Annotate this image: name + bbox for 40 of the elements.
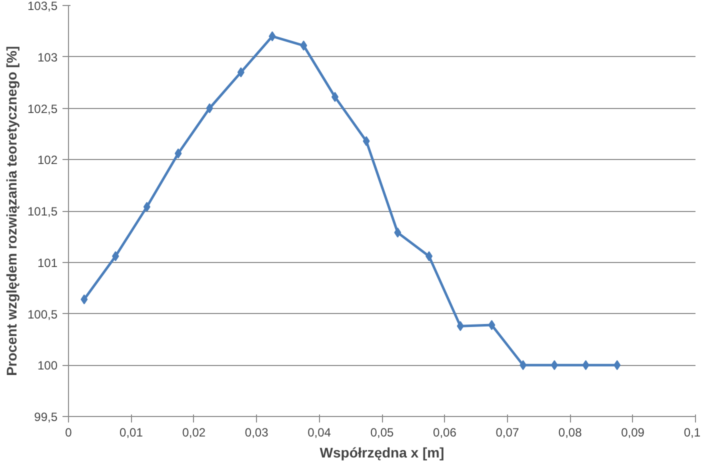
point <box>426 251 433 262</box>
point <box>362 136 370 146</box>
y-tick-label: 101,5 <box>27 204 58 218</box>
y-axis-title: Procent względem rozwiązania teoretycznego [%] <box>3 46 20 376</box>
point <box>80 294 88 304</box>
y-tick-label: 99,5 <box>34 410 58 424</box>
point <box>456 321 464 332</box>
x-tick-label: 0,09 <box>621 426 645 440</box>
point <box>394 228 402 238</box>
point <box>520 360 527 370</box>
point <box>300 40 308 51</box>
point <box>582 360 590 370</box>
x-axis-title: Współrzędna x [m] <box>320 444 444 460</box>
point <box>206 103 214 114</box>
point <box>614 360 621 370</box>
y-tick-label: 101 <box>37 256 58 270</box>
y-tick-label: 100,5 <box>27 307 58 322</box>
point <box>143 202 150 212</box>
y-tick-label: 102 <box>37 153 58 168</box>
x-tick-label: 0,01 <box>120 426 144 440</box>
point <box>112 251 120 262</box>
x-tick-label: 0,02 <box>182 426 206 440</box>
x-tick-label: 0,1 <box>684 426 701 440</box>
point <box>237 67 244 78</box>
x-tick-label: 0,05 <box>370 426 394 440</box>
x-tick-label: 0,08 <box>558 426 582 440</box>
x-tick-label: 0,07 <box>496 426 520 440</box>
x-tick-label: 0,06 <box>433 426 457 440</box>
point <box>331 92 338 102</box>
y-tick-label: 103,5 <box>27 0 58 13</box>
x-tick-label: 0 <box>65 426 72 440</box>
point <box>550 360 558 370</box>
y-tick-label: 100 <box>37 358 58 373</box>
point <box>174 148 182 158</box>
x-tick-label: 0,03 <box>244 426 269 440</box>
point <box>268 31 276 42</box>
y-tick-label: 102,5 <box>27 102 58 116</box>
point <box>488 320 496 330</box>
y-tick-label: 103 <box>37 50 58 64</box>
x-tick-label: 0,04 <box>308 426 332 440</box>
